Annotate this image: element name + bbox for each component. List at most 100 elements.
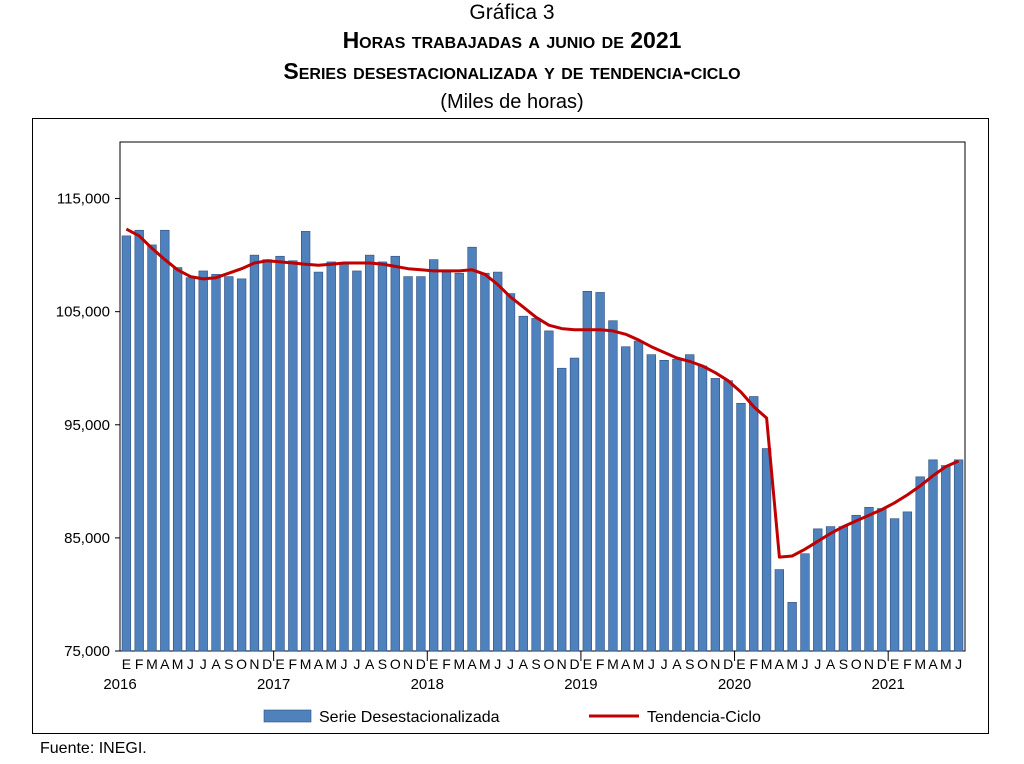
x-tick-label: M — [914, 656, 926, 672]
bar — [518, 315, 528, 652]
bar — [467, 246, 477, 652]
x-tick-label: J — [955, 656, 962, 672]
x-tick-label: M — [761, 656, 773, 672]
chart-frame: 75,000 85,000 95,000 105,000 115,000 E F M A M J J A… — [32, 118, 989, 734]
x-tick-label: O — [851, 656, 862, 672]
x-tick-label: A — [211, 656, 221, 672]
bar — [915, 476, 925, 652]
x-tick-label: E — [890, 656, 899, 672]
y-tick-label: 95,000 — [64, 417, 110, 434]
bar — [761, 448, 772, 652]
x-tick-label: M — [453, 656, 465, 672]
x-tick-label: N — [249, 656, 259, 672]
x-tick-label: M — [325, 656, 337, 672]
bar — [646, 354, 656, 652]
x-tick-label: O — [236, 656, 247, 672]
x-tick-label: N — [864, 656, 874, 672]
x-tick-label: E — [429, 656, 438, 672]
trend-line — [125, 227, 960, 559]
x-tick-label: N — [403, 656, 413, 672]
bar — [313, 271, 324, 652]
x-tick-label: E — [275, 656, 284, 672]
x-tick-label: A — [467, 656, 477, 672]
bar — [928, 459, 938, 652]
x-tick-label: J — [507, 656, 514, 672]
x-tick-label: M — [300, 656, 312, 672]
bar — [838, 526, 849, 652]
x-tick-label: J — [814, 656, 821, 672]
x-tick-label: J — [801, 656, 808, 672]
bar — [377, 261, 388, 652]
y-tick-label: 105,000 — [56, 304, 110, 321]
x-tick-label: E — [583, 656, 592, 672]
bar — [723, 380, 733, 652]
bar — [608, 320, 618, 652]
y-tick-label: 115,000 — [57, 191, 110, 208]
bar — [288, 260, 298, 652]
bar — [121, 235, 132, 652]
year-label: 2018 — [411, 676, 444, 693]
bar — [672, 358, 682, 652]
chart-title: Horas trabajadas a junio de 2021 — [342, 27, 682, 53]
x-tick-label: A — [160, 656, 170, 672]
legend-swatch-bars — [263, 709, 312, 723]
bar — [403, 276, 413, 652]
x-tick-label: J — [200, 656, 207, 672]
bar — [813, 528, 823, 652]
x-tick-label: J — [341, 656, 348, 672]
x-tick-label: S — [378, 656, 387, 672]
bar — [416, 276, 426, 652]
year-label: 2021 — [871, 676, 904, 693]
bar — [557, 367, 567, 652]
bar — [889, 518, 900, 652]
x-tick-label: A — [621, 656, 631, 672]
x-tick-label: N — [557, 656, 567, 672]
x-tick-label: J — [187, 656, 194, 672]
bar — [659, 360, 669, 652]
x-tick-label: F — [749, 656, 758, 672]
bar — [621, 346, 631, 652]
x-tick-label: S — [531, 656, 540, 672]
x-tick-label: D — [723, 656, 733, 672]
bar — [825, 526, 836, 652]
bar — [531, 318, 541, 652]
x-tick-label: A — [928, 656, 938, 672]
x-tick-label: S — [685, 656, 694, 672]
bar — [493, 271, 503, 652]
y-tick-label: 85,000 — [64, 530, 110, 547]
x-tick-label: D — [569, 656, 579, 672]
bar — [595, 292, 605, 652]
x-tick-label: S — [224, 656, 233, 672]
year-label: 2017 — [257, 676, 290, 693]
legend-label-trend: Tendencia-Ciclo — [647, 709, 761, 726]
bar — [582, 291, 592, 652]
bar — [185, 277, 196, 652]
x-tick-label: D — [262, 656, 272, 672]
year-label: 2019 — [564, 676, 597, 693]
x-tick-label: E — [122, 656, 131, 672]
bar — [749, 396, 759, 652]
x-tick-label: M — [786, 656, 798, 672]
bar — [774, 569, 785, 652]
x-tick-label: A — [672, 656, 682, 672]
x-tick-label: D — [416, 656, 426, 672]
bar — [633, 340, 644, 652]
x-tick-label: J — [648, 656, 655, 672]
bar — [685, 354, 695, 652]
bar — [147, 244, 157, 652]
x-tick-label: S — [839, 656, 848, 672]
bar — [249, 254, 260, 652]
x-tick-label: E — [736, 656, 745, 672]
year-label: 2020 — [718, 676, 751, 693]
bar — [134, 229, 144, 652]
bar — [262, 259, 272, 652]
bar — [505, 293, 516, 652]
bar — [236, 278, 247, 652]
bar — [454, 272, 464, 652]
x-tick-label: F — [442, 656, 451, 672]
x-tick-label: J — [353, 656, 360, 672]
x-tick-label: O — [543, 656, 554, 672]
x-tick-label: A — [314, 656, 324, 672]
bar — [902, 511, 913, 652]
bar — [851, 514, 861, 652]
